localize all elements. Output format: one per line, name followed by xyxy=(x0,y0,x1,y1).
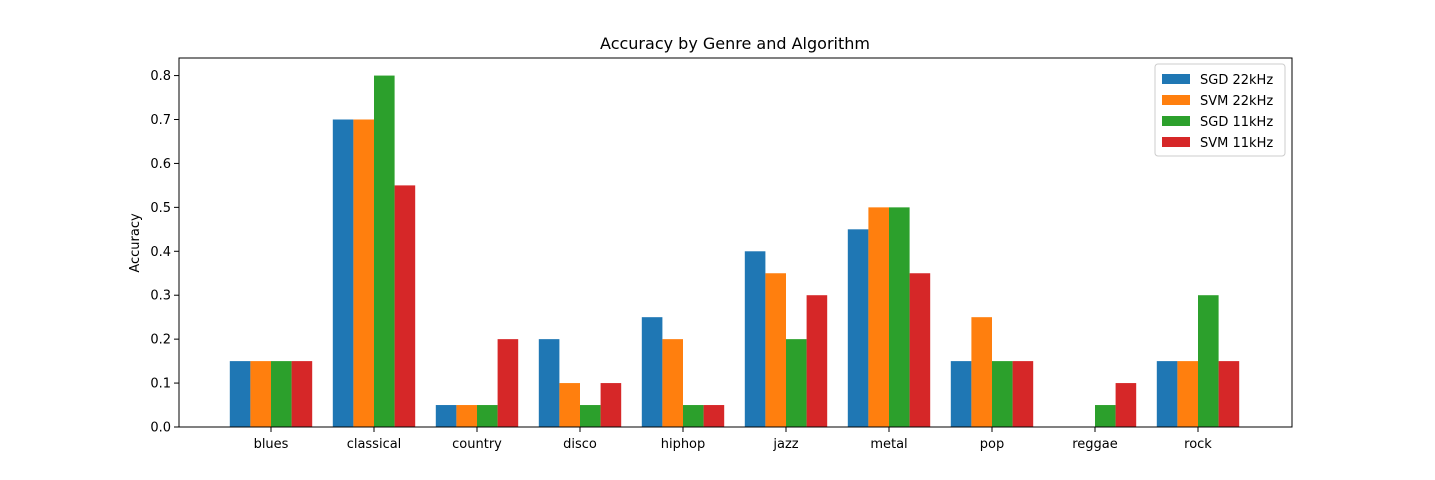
bar-jazz-svm-22khz xyxy=(765,273,786,427)
legend-label-svm-11khz: SVM 11kHz xyxy=(1200,136,1273,151)
bar-reggae-sgd-11khz xyxy=(1095,405,1116,427)
bar-country-sgd-22khz xyxy=(435,405,457,427)
bar-hiphop-sgd-22khz xyxy=(641,317,663,427)
y-tick-label: 0.2 xyxy=(150,333,171,348)
y-tick-label: 0.1 xyxy=(150,377,171,392)
x-tick-label-reggae: reggae xyxy=(1072,437,1118,452)
bar-rock-svm-11khz xyxy=(1218,361,1240,427)
legend: SGD 22kHz SVM 22kHz SGD 11kHz SVM 11kHz xyxy=(1154,63,1286,157)
bar-hiphop-svm-11khz xyxy=(703,405,725,427)
bar-disco-svm-22khz xyxy=(559,383,580,427)
x-tick-label-metal: metal xyxy=(870,437,907,452)
bar-classical-svm-22khz xyxy=(353,119,374,427)
bar-pop-sgd-22khz xyxy=(950,361,972,427)
x-tick-label-country: country xyxy=(452,437,502,452)
x-tick-label-jazz: jazz xyxy=(772,437,798,452)
bar-jazz-sgd-11khz xyxy=(786,339,807,427)
legend-swatch-svm-11khz xyxy=(1162,137,1190,147)
bar-hiphop-svm-22khz xyxy=(662,339,683,427)
bar-jazz-sgd-22khz xyxy=(744,251,766,427)
bar-metal-svm-22khz xyxy=(868,207,889,427)
y-tick-label: 0.3 xyxy=(150,289,171,304)
bar-disco-sgd-11khz xyxy=(580,405,601,427)
bar-country-svm-22khz xyxy=(456,405,477,427)
x-axis: blues classical country disco hiphop jazz meta… xyxy=(254,427,1212,452)
y-axis: 0.0 0.1 0.2 0.3 0.4 0.5 0.6 0.7 0.8 xyxy=(150,69,179,436)
x-tick-label-rock: rock xyxy=(1184,437,1212,452)
bar-reggae-svm-11khz xyxy=(1115,383,1137,427)
bar-blues-svm-11khz xyxy=(291,361,313,427)
y-tick-label: 0.8 xyxy=(150,69,171,84)
legend-label-svm-22khz: SVM 22kHz xyxy=(1200,94,1273,109)
bar-disco-svm-11khz xyxy=(600,383,622,427)
bar-hiphop-sgd-11khz xyxy=(683,405,704,427)
x-tick-label-classical: classical xyxy=(347,437,402,452)
bar-classical-sgd-11khz xyxy=(374,75,395,427)
bar-metal-sgd-22khz xyxy=(847,229,869,427)
bar-country-sgd-11khz xyxy=(477,405,498,427)
bar-country-svm-11khz xyxy=(497,339,519,427)
bar-pop-svm-11khz xyxy=(1012,361,1034,427)
x-tick-label-blues: blues xyxy=(254,437,289,452)
y-tick-label: 0.4 xyxy=(150,245,171,260)
legend-swatch-svm-22khz xyxy=(1162,95,1190,105)
bar-blues-svm-22khz xyxy=(250,361,271,427)
chart-title: Accuracy by Genre and Algorithm xyxy=(600,34,870,53)
y-tick-label: 0.6 xyxy=(150,157,171,172)
bar-metal-sgd-11khz xyxy=(889,207,910,427)
x-tick-label-pop: pop xyxy=(980,437,1004,452)
legend-swatch-sgd-11khz xyxy=(1162,116,1190,126)
bar-metal-svm-11khz xyxy=(909,273,931,427)
legend-label-sgd-11khz: SGD 11kHz xyxy=(1200,115,1273,130)
bar-pop-svm-22khz xyxy=(971,317,992,427)
bar-rock-sgd-22khz xyxy=(1156,361,1178,427)
bar-classical-svm-11khz xyxy=(394,185,416,427)
bar-classical-sgd-22khz xyxy=(332,119,354,427)
legend-label-sgd-22khz: SGD 22kHz xyxy=(1200,73,1273,88)
y-tick-label: 0.0 xyxy=(150,421,171,436)
x-tick-label-disco: disco xyxy=(563,437,597,452)
legend-box xyxy=(1154,63,1286,157)
y-tick-label: 0.7 xyxy=(150,113,171,128)
bar-blues-sgd-22khz xyxy=(229,361,251,427)
bar-rock-sgd-11khz xyxy=(1198,295,1219,427)
bar-blues-sgd-11khz xyxy=(271,361,292,427)
bar-disco-sgd-22khz xyxy=(538,339,560,427)
bar-jazz-svm-11khz xyxy=(806,295,828,427)
plot-frame xyxy=(178,57,1293,428)
x-tick-label-hiphop: hiphop xyxy=(661,437,706,452)
bars-group xyxy=(229,75,1240,427)
bar-rock-svm-22khz xyxy=(1177,361,1198,427)
y-tick-label: 0.5 xyxy=(150,201,171,216)
bar-pop-sgd-11khz xyxy=(992,361,1013,427)
legend-swatch-sgd-22khz xyxy=(1162,74,1190,84)
y-axis-label: Accuracy xyxy=(128,213,143,273)
